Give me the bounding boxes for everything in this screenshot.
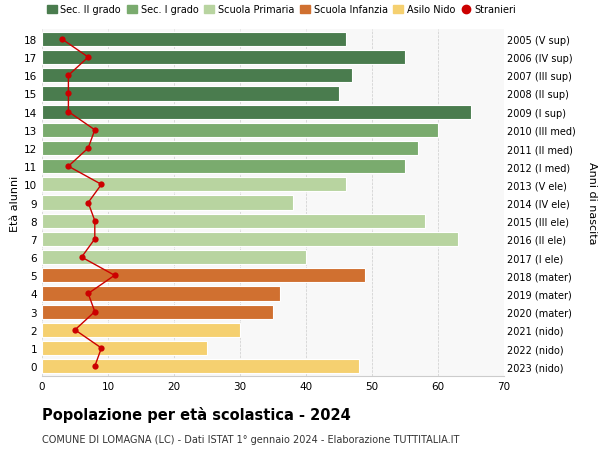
Bar [42,359,359,374]
Bar [42,178,346,192]
Bar [42,160,405,174]
Bar [42,323,240,337]
Text: Popolazione per età scolastica - 2024: Popolazione per età scolastica - 2024 [42,406,351,422]
Bar [42,51,405,65]
Y-axis label: Età alunni: Età alunni [10,175,20,231]
Bar [42,105,471,119]
Y-axis label: Anni di nascita: Anni di nascita [587,162,596,244]
Text: COMUNE DI LOMAGNA (LC) - Dati ISTAT 1° gennaio 2024 - Elaborazione TUTTITALIA.IT: COMUNE DI LOMAGNA (LC) - Dati ISTAT 1° g… [42,434,460,444]
Bar [42,232,458,246]
Bar [42,287,280,301]
Bar [42,69,352,83]
Bar [42,341,207,355]
Bar [42,123,438,138]
Legend: Sec. II grado, Sec. I grado, Scuola Primaria, Scuola Infanzia, Asilo Nido, Stran: Sec. II grado, Sec. I grado, Scuola Prim… [47,5,517,15]
Bar [42,196,293,210]
Bar [42,305,273,319]
Bar [42,269,365,283]
Bar [42,33,346,47]
Bar [42,141,418,156]
Bar [42,251,306,265]
Bar [42,214,425,228]
Bar [42,87,339,101]
